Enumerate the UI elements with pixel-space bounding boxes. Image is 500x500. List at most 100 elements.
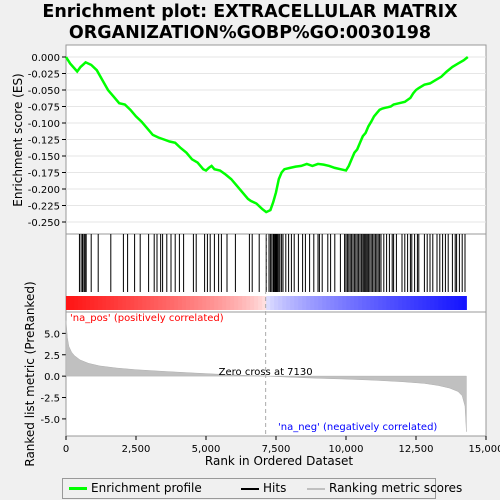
color-bar-segment bbox=[326, 296, 331, 310]
color-bar-segment bbox=[198, 296, 203, 310]
color-bar-segment bbox=[258, 296, 263, 310]
color-bar-segment bbox=[418, 296, 423, 310]
color-bar-segment bbox=[222, 296, 227, 310]
color-bar-segment bbox=[118, 296, 123, 310]
color-bar-segment bbox=[458, 296, 463, 310]
pos-correlated-label: 'na_pos' (positively correlated) bbox=[70, 313, 224, 324]
color-bar-segment bbox=[270, 296, 275, 310]
legend-swatch-metric bbox=[307, 487, 325, 490]
color-bar-segment bbox=[346, 296, 351, 310]
color-bar-segment bbox=[398, 296, 403, 310]
color-bar-segment bbox=[318, 296, 323, 310]
color-bar-segment bbox=[274, 296, 279, 310]
metric-y-axis-label: Ranked list metric (PreRanked) bbox=[23, 281, 37, 466]
color-bar-segment bbox=[170, 296, 175, 310]
color-bar-segment bbox=[438, 296, 443, 310]
es-y-tick-label: -0.125 bbox=[28, 136, 60, 147]
color-bar-segment bbox=[142, 296, 147, 310]
chart-title: Enrichment plot: EXTRACELLULAR MATRIX OR… bbox=[0, 2, 500, 44]
color-bar-segment bbox=[306, 296, 311, 310]
color-bar-segment bbox=[238, 296, 243, 310]
es-y-axis-label: Enrichment score (ES) bbox=[11, 73, 25, 206]
color-bar-segment bbox=[250, 296, 255, 310]
rank-color-bar bbox=[66, 296, 467, 310]
zero-cross-label: Zero cross at 7130 bbox=[219, 367, 313, 378]
color-bar-segment bbox=[430, 296, 435, 310]
color-bar-segment bbox=[182, 296, 187, 310]
legend-swatch-hits bbox=[241, 487, 259, 490]
es-y-tick-label: -0.150 bbox=[28, 152, 60, 163]
metric-y-tick-label: 5.0 bbox=[44, 329, 60, 340]
color-bar-segment bbox=[290, 296, 295, 310]
color-bar-segment bbox=[350, 296, 355, 310]
color-bar-segment bbox=[334, 296, 339, 310]
color-bar-segment bbox=[406, 296, 411, 310]
x-tick-label: 2,500 bbox=[122, 444, 151, 455]
color-bar-segment bbox=[254, 296, 259, 310]
es-y-tick-label: -0.200 bbox=[28, 185, 60, 196]
enrichment-profile-line bbox=[64, 56, 469, 214]
color-bar-segment bbox=[178, 296, 183, 310]
color-bar-segment bbox=[110, 296, 115, 310]
es-y-tick-label: -0.025 bbox=[28, 70, 60, 81]
color-bar-segment bbox=[190, 296, 195, 310]
x-tick-label: 10,000 bbox=[329, 444, 364, 455]
color-bar-segment bbox=[246, 296, 251, 310]
es-y-tick-label: 0.000 bbox=[31, 53, 60, 64]
x-tick-label: 7,500 bbox=[262, 444, 291, 455]
color-bar-segment bbox=[330, 296, 335, 310]
legend-item-metric: Ranking metric scores bbox=[307, 481, 462, 495]
color-bar-segment bbox=[414, 296, 419, 310]
x-tick-label: 0 bbox=[63, 444, 69, 455]
color-bar-segment bbox=[82, 296, 87, 310]
color-bar-segment bbox=[226, 296, 231, 310]
color-bar-segment bbox=[134, 296, 139, 310]
color-bar-segment bbox=[386, 296, 391, 310]
color-bar-segment bbox=[242, 296, 247, 310]
x-axis-label: Rank in Ordered Dataset bbox=[205, 454, 353, 468]
legend-item-hits: Hits bbox=[241, 481, 286, 495]
color-bar-segment bbox=[114, 296, 119, 310]
color-bar-segment bbox=[102, 296, 107, 310]
es-y-tick-label: -0.100 bbox=[28, 119, 60, 130]
color-bar-segment bbox=[314, 296, 319, 310]
color-bar-segment bbox=[122, 296, 127, 310]
color-bar-segment bbox=[74, 296, 79, 310]
metric-y-axis: 5.0 2.5 0.0 -2.5 -5.0 bbox=[40, 329, 66, 426]
legend-swatch-enrichment bbox=[69, 487, 87, 490]
legend-label-enrichment: Enrichment profile bbox=[91, 481, 202, 495]
color-bar-segment bbox=[370, 296, 375, 310]
color-bar-segment bbox=[234, 296, 239, 310]
color-bar-segment bbox=[78, 296, 83, 310]
metric-y-tick-label: -5.0 bbox=[40, 415, 60, 426]
color-bar-segment bbox=[214, 296, 219, 310]
color-bar-segment bbox=[434, 296, 439, 310]
color-bar-segment bbox=[422, 296, 427, 310]
es-y-tick-label: -0.075 bbox=[28, 103, 60, 114]
color-bar-segment bbox=[158, 296, 163, 310]
color-bar-segment bbox=[442, 296, 447, 310]
metric-y-tick-label: -2.5 bbox=[40, 394, 60, 405]
color-bar-segment bbox=[302, 296, 307, 310]
color-bar-segment bbox=[322, 296, 327, 310]
color-bar-segment bbox=[186, 296, 191, 310]
metric-y-tick-label: 2.5 bbox=[44, 351, 60, 362]
es-y-tick-label: -0.050 bbox=[28, 86, 60, 97]
x-tick-label: 5,000 bbox=[192, 444, 221, 455]
chart-title-line-2: ORGANIZATION%GOBP%GO:0030198 bbox=[68, 23, 432, 43]
color-bar-segment bbox=[66, 296, 71, 310]
color-bar-segment bbox=[362, 296, 367, 310]
legend-label-metric: Ranking metric scores bbox=[329, 481, 463, 495]
hit-markers bbox=[78, 234, 466, 292]
color-bar-segment bbox=[426, 296, 431, 310]
color-bar-segment bbox=[90, 296, 95, 310]
color-bar-segment bbox=[402, 296, 407, 310]
color-bar-segment bbox=[86, 296, 91, 310]
es-grid bbox=[66, 56, 486, 223]
color-bar-segment bbox=[94, 296, 99, 310]
chart-title-line-1: Enrichment plot: EXTRACELLULAR MATRIX bbox=[42, 2, 458, 22]
color-bar-segment bbox=[338, 296, 343, 310]
color-bar-segment bbox=[138, 296, 143, 310]
color-bar-segment bbox=[266, 296, 271, 310]
color-bar-segment bbox=[382, 296, 387, 310]
